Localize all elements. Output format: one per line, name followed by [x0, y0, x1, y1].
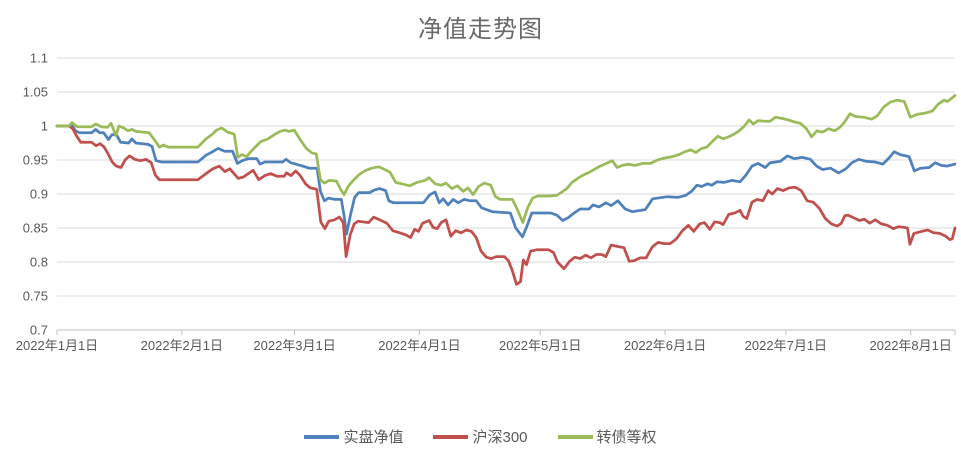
y-axis-label: 1.1	[30, 51, 48, 66]
legend-label: 沪深300	[472, 429, 528, 446]
y-axis-label: 0.75	[23, 289, 48, 304]
x-axis-label: 2022年8月1日	[870, 338, 952, 353]
legend-line-swatch	[304, 434, 340, 439]
y-axis-label: 0.7	[30, 323, 48, 338]
y-axis-label: 0.85	[23, 221, 48, 236]
chart-title: 净值走势图	[418, 17, 543, 43]
legend-label: 实盘净值	[343, 429, 404, 446]
x-axis-label: 2022年6月1日	[624, 338, 706, 353]
series-line-实盘净值	[55, 123, 957, 239]
y-axis-label: 1.05	[23, 85, 48, 100]
legend-line-swatch	[433, 434, 469, 439]
x-axis-label: 2022年7月1日	[745, 338, 827, 353]
legend-label: 转债等权	[596, 429, 657, 446]
legend-item-实盘净值: 实盘净值	[304, 426, 403, 447]
y-axis-label: 0.95	[23, 153, 48, 168]
x-axis-label: 2022年1月1日	[16, 338, 98, 353]
y-axis-label: 1	[41, 119, 48, 134]
legend-line-swatch	[557, 434, 593, 439]
legend-item-沪深300: 沪深300	[433, 426, 528, 447]
y-axis-label: 0.9	[30, 187, 48, 202]
x-axis-label: 2022年2月1日	[141, 338, 223, 353]
legend-item-转债等权: 转债等权	[557, 426, 657, 447]
x-axis-label: 2022年5月1日	[499, 338, 581, 353]
x-axis-label: 2022年3月1日	[253, 338, 335, 353]
x-axis-label: 2022年4月1日	[378, 338, 460, 353]
chart-legend: 实盘净值 沪深300 转债等权	[0, 426, 961, 447]
series-line-转债等权	[55, 94, 957, 224]
y-axis-label: 0.8	[30, 255, 48, 270]
series-line-沪深300	[55, 124, 957, 286]
